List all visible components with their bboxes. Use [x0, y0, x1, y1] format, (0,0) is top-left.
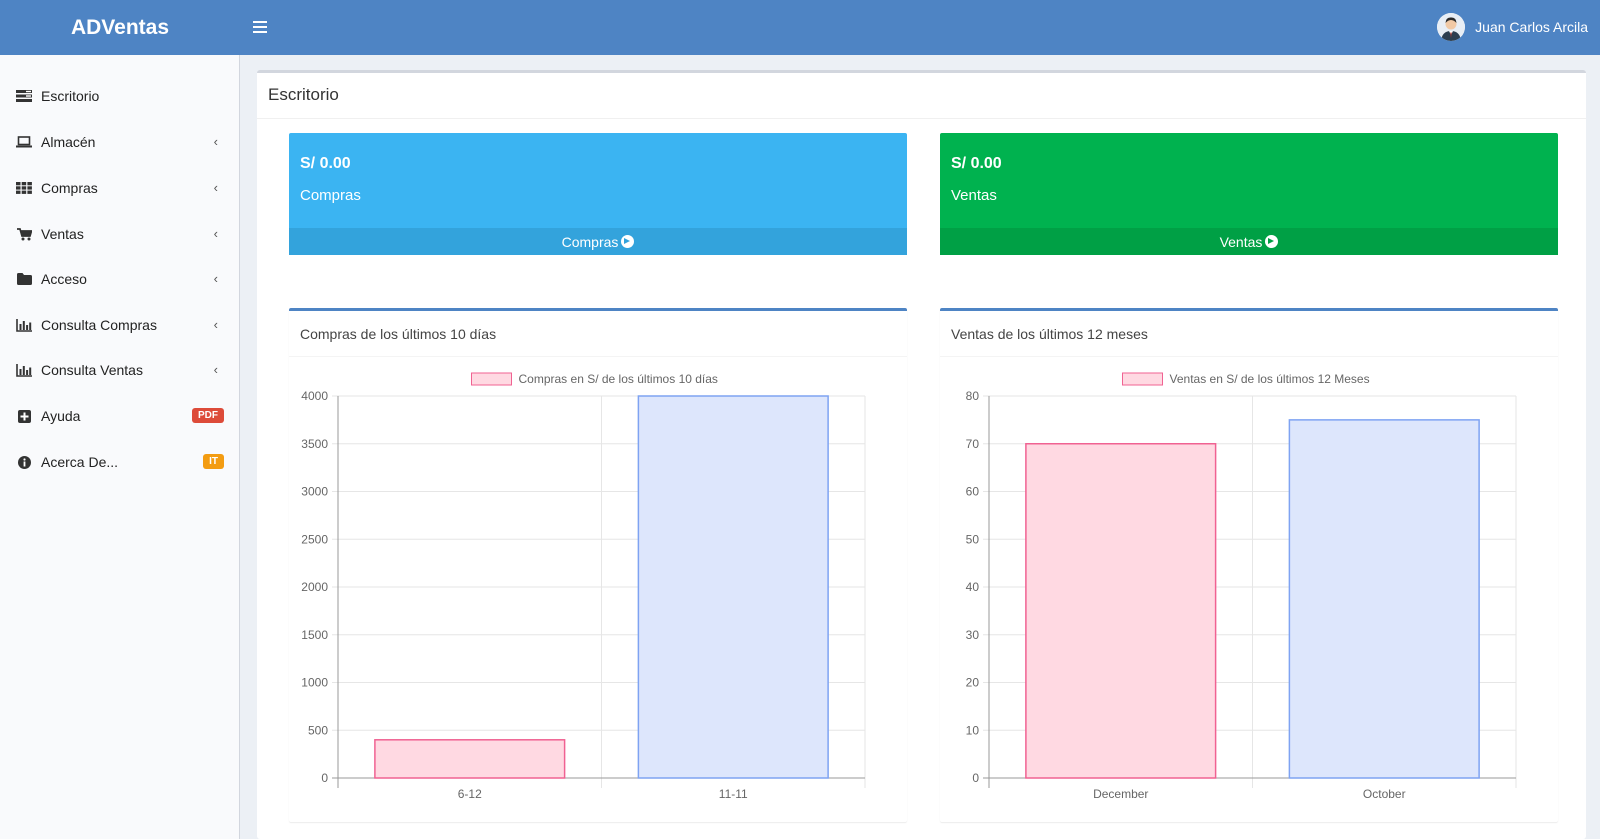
- cart-icon: [16, 227, 32, 241]
- compras-label: Compras: [300, 187, 361, 204]
- y-tick-label: 0: [321, 771, 328, 785]
- info-circle-icon: [16, 455, 32, 469]
- y-tick-label: 500: [308, 723, 328, 737]
- sidebar-item-label: Consulta Compras: [41, 317, 157, 333]
- legend-swatch: [471, 372, 512, 386]
- y-tick-label: 10: [966, 723, 980, 737]
- sidebar-item-label: Escritorio: [41, 88, 100, 104]
- y-tick-label: 20: [966, 676, 980, 690]
- ventas-chart-title: Ventas de los últimos 12 meses: [951, 326, 1148, 342]
- legend-label: Compras en S/ de los últimos 10 días: [519, 372, 718, 386]
- y-tick-label: 1500: [301, 628, 328, 642]
- chevron-left-icon: ‹: [213, 180, 218, 195]
- dashboard-icon: [16, 89, 32, 103]
- y-tick-label: 3000: [301, 485, 328, 499]
- x-tick-label: 6-12: [458, 787, 482, 801]
- sidebar-toggle-icon[interactable]: [253, 18, 273, 36]
- compras-footer-link[interactable]: Compras: [289, 228, 907, 255]
- compras-bar-chart: Compras en S/ de los últimos 10 días 0 500…: [301, 372, 866, 801]
- chevron-left-icon: ‹: [213, 271, 218, 286]
- ventas-footer-link[interactable]: Ventas: [940, 228, 1558, 255]
- sidebar-item-label: Ventas: [41, 226, 84, 242]
- sidebar-item-label: Ayuda: [41, 408, 81, 424]
- ventas-footer-label: Ventas: [1219, 233, 1263, 250]
- legend-swatch: [1122, 372, 1163, 386]
- y-tick-label: 60: [966, 485, 980, 499]
- sidebar-item-acerca-de[interactable]: Acerca De... IT: [0, 442, 240, 482]
- legend-label: Ventas en S/ de los últimos 12 Meses: [1170, 372, 1370, 386]
- compras-amount: S/ 0.00: [300, 155, 351, 172]
- y-tick-label: 40: [966, 580, 980, 594]
- bar-chart-icon: [16, 363, 32, 377]
- compras-summary-card: S/ 0.00 Compras Compras: [289, 133, 907, 255]
- chevron-left-icon: ‹: [213, 134, 218, 149]
- ventas-amount: S/ 0.00: [951, 155, 1002, 172]
- y-tick-label: 3500: [301, 437, 328, 451]
- sidebar-item-compras[interactable]: Compras ‹: [0, 168, 240, 208]
- x-tick-label: December: [1093, 787, 1148, 801]
- chevron-left-icon: ‹: [213, 317, 218, 332]
- sidebar-item-almacen[interactable]: Almacén ‹: [0, 122, 240, 162]
- y-tick-label: 50: [966, 532, 980, 546]
- divider: [940, 356, 1558, 357]
- sidebar: Escritorio Almacén ‹ Compras ‹ Ventas ‹ …: [0, 55, 240, 839]
- sidebar-item-label: Compras: [41, 180, 98, 196]
- sidebar-item-label: Acerca De...: [41, 454, 119, 470]
- user-name: Juan Carlos Arcila: [1475, 19, 1588, 35]
- ventas-bar-chart: Ventas en S/ de los últimos 12 Meses 0 10 2…: [966, 372, 1517, 801]
- y-tick-label: 80: [966, 389, 980, 403]
- sidebar-item-ventas[interactable]: Ventas ‹: [0, 214, 240, 254]
- top-navbar: ADVentas Juan Carlos Arcila: [0, 0, 1600, 55]
- y-tick-label: 4000: [301, 389, 328, 403]
- compras-chart-title: Compras de los últimos 10 días: [300, 326, 497, 342]
- compras-chart-panel: Compras de los últimos 10 días Compras e…: [289, 308, 907, 822]
- bar-October: [1288, 419, 1480, 779]
- y-tick-label: 70: [966, 437, 980, 451]
- divider: [289, 356, 907, 357]
- sidebar-item-acceso[interactable]: Acceso ‹: [0, 259, 240, 299]
- plus-square-icon: [16, 409, 32, 423]
- it-badge: IT: [203, 454, 224, 469]
- sidebar-item-label: Consulta Ventas: [41, 362, 143, 378]
- arrow-circle-right-icon: [621, 235, 635, 248]
- brand-logo[interactable]: ADVentas: [70, 15, 170, 39]
- chevron-left-icon: ‹: [213, 226, 218, 241]
- user-menu[interactable]: Juan Carlos Arcila: [1437, 12, 1588, 42]
- arrow-circle-right-icon: [1265, 235, 1279, 248]
- ventas-summary-card: S/ 0.00 Ventas Ventas: [940, 133, 1558, 255]
- bar-6-12: [374, 739, 566, 779]
- grid-icon: [16, 181, 32, 195]
- page-title: Escritorio: [268, 85, 339, 104]
- bar-December: [1025, 443, 1217, 779]
- sidebar-item-label: Almacén: [41, 134, 96, 150]
- folder-icon: [16, 272, 32, 286]
- ventas-chart-panel: Ventas de los últimos 12 meses Ventas en…: [940, 308, 1558, 822]
- y-tick-label: 2000: [301, 580, 328, 594]
- bar-chart-icon: [16, 318, 32, 332]
- ventas-label: Ventas: [951, 187, 997, 204]
- sidebar-item-escritorio[interactable]: Escritorio: [0, 76, 240, 116]
- sidebar-item-ayuda[interactable]: Ayuda PDF: [0, 396, 240, 436]
- x-tick-label: 11-11: [719, 787, 748, 801]
- y-tick-label: 1000: [301, 676, 328, 690]
- pdf-badge: PDF: [192, 408, 224, 423]
- compras-footer-label: Compras: [561, 233, 619, 250]
- divider: [257, 118, 1586, 119]
- laptop-icon: [16, 135, 32, 149]
- y-tick-label: 30: [966, 628, 980, 642]
- avatar: [1437, 13, 1466, 41]
- sidebar-item-label: Acceso: [41, 271, 87, 287]
- x-tick-label: October: [1363, 787, 1406, 801]
- sidebar-item-consulta-compras[interactable]: Consulta Compras ‹: [0, 305, 240, 345]
- y-tick-label: 0: [972, 771, 979, 785]
- y-tick-label: 2500: [301, 532, 328, 546]
- sidebar-item-consulta-ventas[interactable]: Consulta Ventas ‹: [0, 350, 240, 390]
- bar-11-11: [637, 395, 829, 779]
- chevron-left-icon: ‹: [213, 362, 218, 377]
